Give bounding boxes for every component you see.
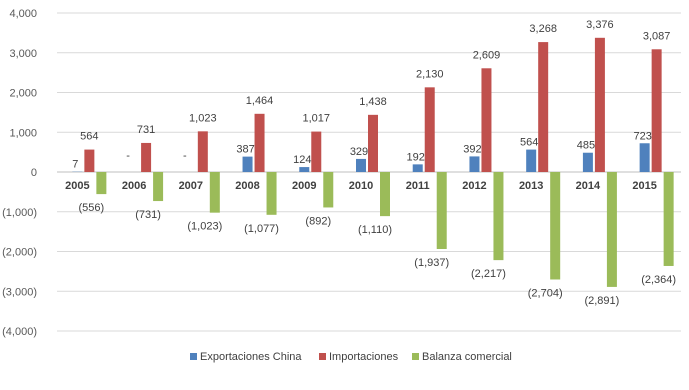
bar xyxy=(606,172,617,287)
data-label: (1,023) xyxy=(187,221,222,233)
x-category-label: 2012 xyxy=(462,180,486,192)
legend-swatch xyxy=(412,353,419,360)
y-tick-label: 4,000 xyxy=(9,8,37,20)
bar xyxy=(380,172,390,217)
data-label: (2,217) xyxy=(471,268,506,280)
bar xyxy=(550,172,561,280)
bar xyxy=(254,113,265,172)
data-label: 329 xyxy=(350,146,368,158)
data-label: (2,364) xyxy=(641,274,676,286)
x-category-label: 2007 xyxy=(179,180,203,192)
data-label: (556) xyxy=(79,202,105,214)
x-category-label: 2015 xyxy=(632,180,656,192)
bar xyxy=(153,172,164,202)
x-category-label: 2005 xyxy=(65,180,89,192)
y-tick-label: (4,000) xyxy=(2,326,37,338)
bar xyxy=(582,152,593,172)
x-category-label: 2010 xyxy=(349,180,373,192)
data-label: 1,023 xyxy=(189,112,217,124)
data-labels: 7 564 (556) - 731 (731) - 1,023 (1,023) 387 1,464 (… xyxy=(72,19,676,307)
bar xyxy=(526,149,537,172)
legend: Exportaciones China Importaciones Balanza … xyxy=(190,351,512,363)
bar xyxy=(356,158,366,172)
bar xyxy=(481,68,492,172)
bar xyxy=(323,172,334,208)
bar xyxy=(436,172,447,249)
x-axis-category-labels: 2005 2006 2007 2008 2009 2010 2011 2012 2013 2014… xyxy=(65,180,657,192)
bar xyxy=(242,156,253,172)
legend-label: Balanza comercial xyxy=(422,351,512,363)
bar xyxy=(197,131,208,172)
bar xyxy=(424,87,435,172)
data-label: 723 xyxy=(633,130,651,142)
bar xyxy=(299,167,310,172)
legend-swatch xyxy=(319,353,326,360)
y-tick-label: 3,000 xyxy=(9,48,37,60)
data-label: 564 xyxy=(80,131,98,143)
bar xyxy=(266,172,277,215)
data-label: 3,268 xyxy=(529,23,557,35)
bar xyxy=(84,149,95,172)
data-label: - xyxy=(126,150,130,162)
legend-swatch xyxy=(190,353,197,360)
bar xyxy=(493,172,504,261)
data-label: 1,438 xyxy=(359,96,387,108)
x-category-label: 2008 xyxy=(235,180,259,192)
bar xyxy=(594,37,605,172)
data-label: 124 xyxy=(293,154,311,166)
bar xyxy=(96,172,107,195)
bar xyxy=(663,172,674,266)
data-label: 564 xyxy=(520,137,538,149)
legend-label: Exportaciones China xyxy=(200,351,302,363)
y-axis-tick-labels: 4,000 3,000 2,000 1,000 0 (1,000) (2,000) (3,00… xyxy=(2,8,37,338)
bar xyxy=(639,143,650,172)
x-category-label: 2009 xyxy=(292,180,316,192)
data-label: 485 xyxy=(577,140,595,152)
y-tick-label: 1,000 xyxy=(9,127,37,139)
bar xyxy=(209,172,220,213)
data-label: (2,891) xyxy=(584,295,619,307)
y-tick-label: (3,000) xyxy=(2,286,37,298)
data-label: (1,110) xyxy=(358,224,392,236)
bar xyxy=(141,142,152,172)
data-label: 192 xyxy=(407,151,425,163)
x-category-label: 2011 xyxy=(406,180,430,192)
y-tick-label: (2,000) xyxy=(2,247,37,259)
data-label: 1,017 xyxy=(303,113,331,125)
bar xyxy=(538,42,549,172)
data-label: 392 xyxy=(463,143,481,155)
bars xyxy=(72,37,674,287)
data-label: (1,937) xyxy=(414,257,449,269)
data-label: - xyxy=(183,150,187,162)
data-label: 3,087 xyxy=(643,30,671,42)
y-tick-label: (1,000) xyxy=(2,207,37,219)
bar xyxy=(651,49,662,173)
data-label: 1,464 xyxy=(246,95,274,107)
x-category-label: 2006 xyxy=(122,180,146,192)
data-label: (731) xyxy=(135,209,161,221)
data-label: (1,077) xyxy=(244,223,279,235)
data-label: 7 xyxy=(72,159,78,171)
bar xyxy=(368,114,378,172)
y-tick-label: 0 xyxy=(31,167,37,179)
x-category-label: 2014 xyxy=(576,180,601,192)
legend-label: Importaciones xyxy=(329,351,399,363)
x-category-label: 2013 xyxy=(519,180,543,192)
y-tick-label: 2,000 xyxy=(9,88,37,100)
data-label: 387 xyxy=(236,144,254,156)
data-label: 3,376 xyxy=(586,19,614,31)
data-label: (2,704) xyxy=(528,287,563,299)
data-label: 2,130 xyxy=(416,68,444,80)
bar xyxy=(412,164,423,172)
data-label: 731 xyxy=(137,124,155,136)
data-label: 2,609 xyxy=(473,49,501,61)
bar xyxy=(469,156,480,172)
data-label: (892) xyxy=(305,215,331,227)
bar xyxy=(311,131,322,172)
